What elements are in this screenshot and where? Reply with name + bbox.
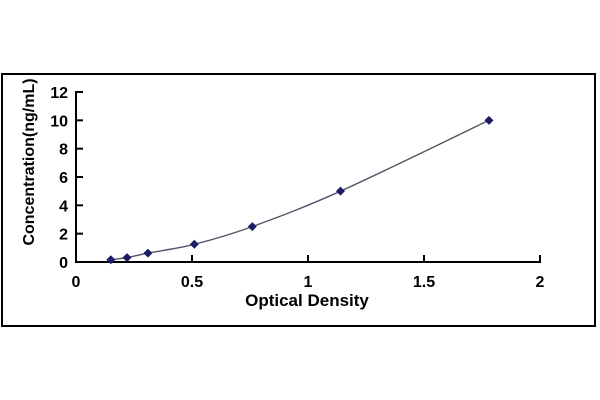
y-tick-label: 10 [50, 113, 68, 130]
y-tick-label: 8 [59, 142, 68, 159]
data-point-marker [143, 248, 153, 258]
y-tick-label: 4 [59, 198, 68, 215]
x-tick-label: 1 [304, 274, 313, 291]
x-tick-label: 1.5 [413, 274, 435, 291]
y-tick-label: 6 [59, 170, 68, 187]
y-tick-label: 0 [59, 255, 68, 272]
data-point-marker [189, 239, 199, 249]
x-axis-title: Optical Density [245, 291, 369, 310]
x-tick-label: 0 [72, 274, 81, 291]
y-tick-label: 12 [50, 85, 68, 102]
y-axis-title: Concentration(ng/mL) [21, 78, 38, 245]
data-point-marker [247, 222, 257, 232]
axis-ticks [76, 91, 541, 262]
axis-tick-labels: 0 2 4 6 8 10 12 0 0.5 1 1.5 2 [50, 85, 544, 291]
y-tick-label: 2 [59, 227, 68, 244]
data-point-marker [484, 115, 494, 125]
plot-frame [1, 73, 596, 327]
x-tick-label: 2 [536, 274, 545, 291]
data-point-marker [335, 186, 345, 196]
data-point-marker [122, 253, 132, 263]
data-series [106, 115, 494, 265]
data-point-marker [106, 255, 116, 265]
x-tick-label: 0.5 [181, 274, 203, 291]
